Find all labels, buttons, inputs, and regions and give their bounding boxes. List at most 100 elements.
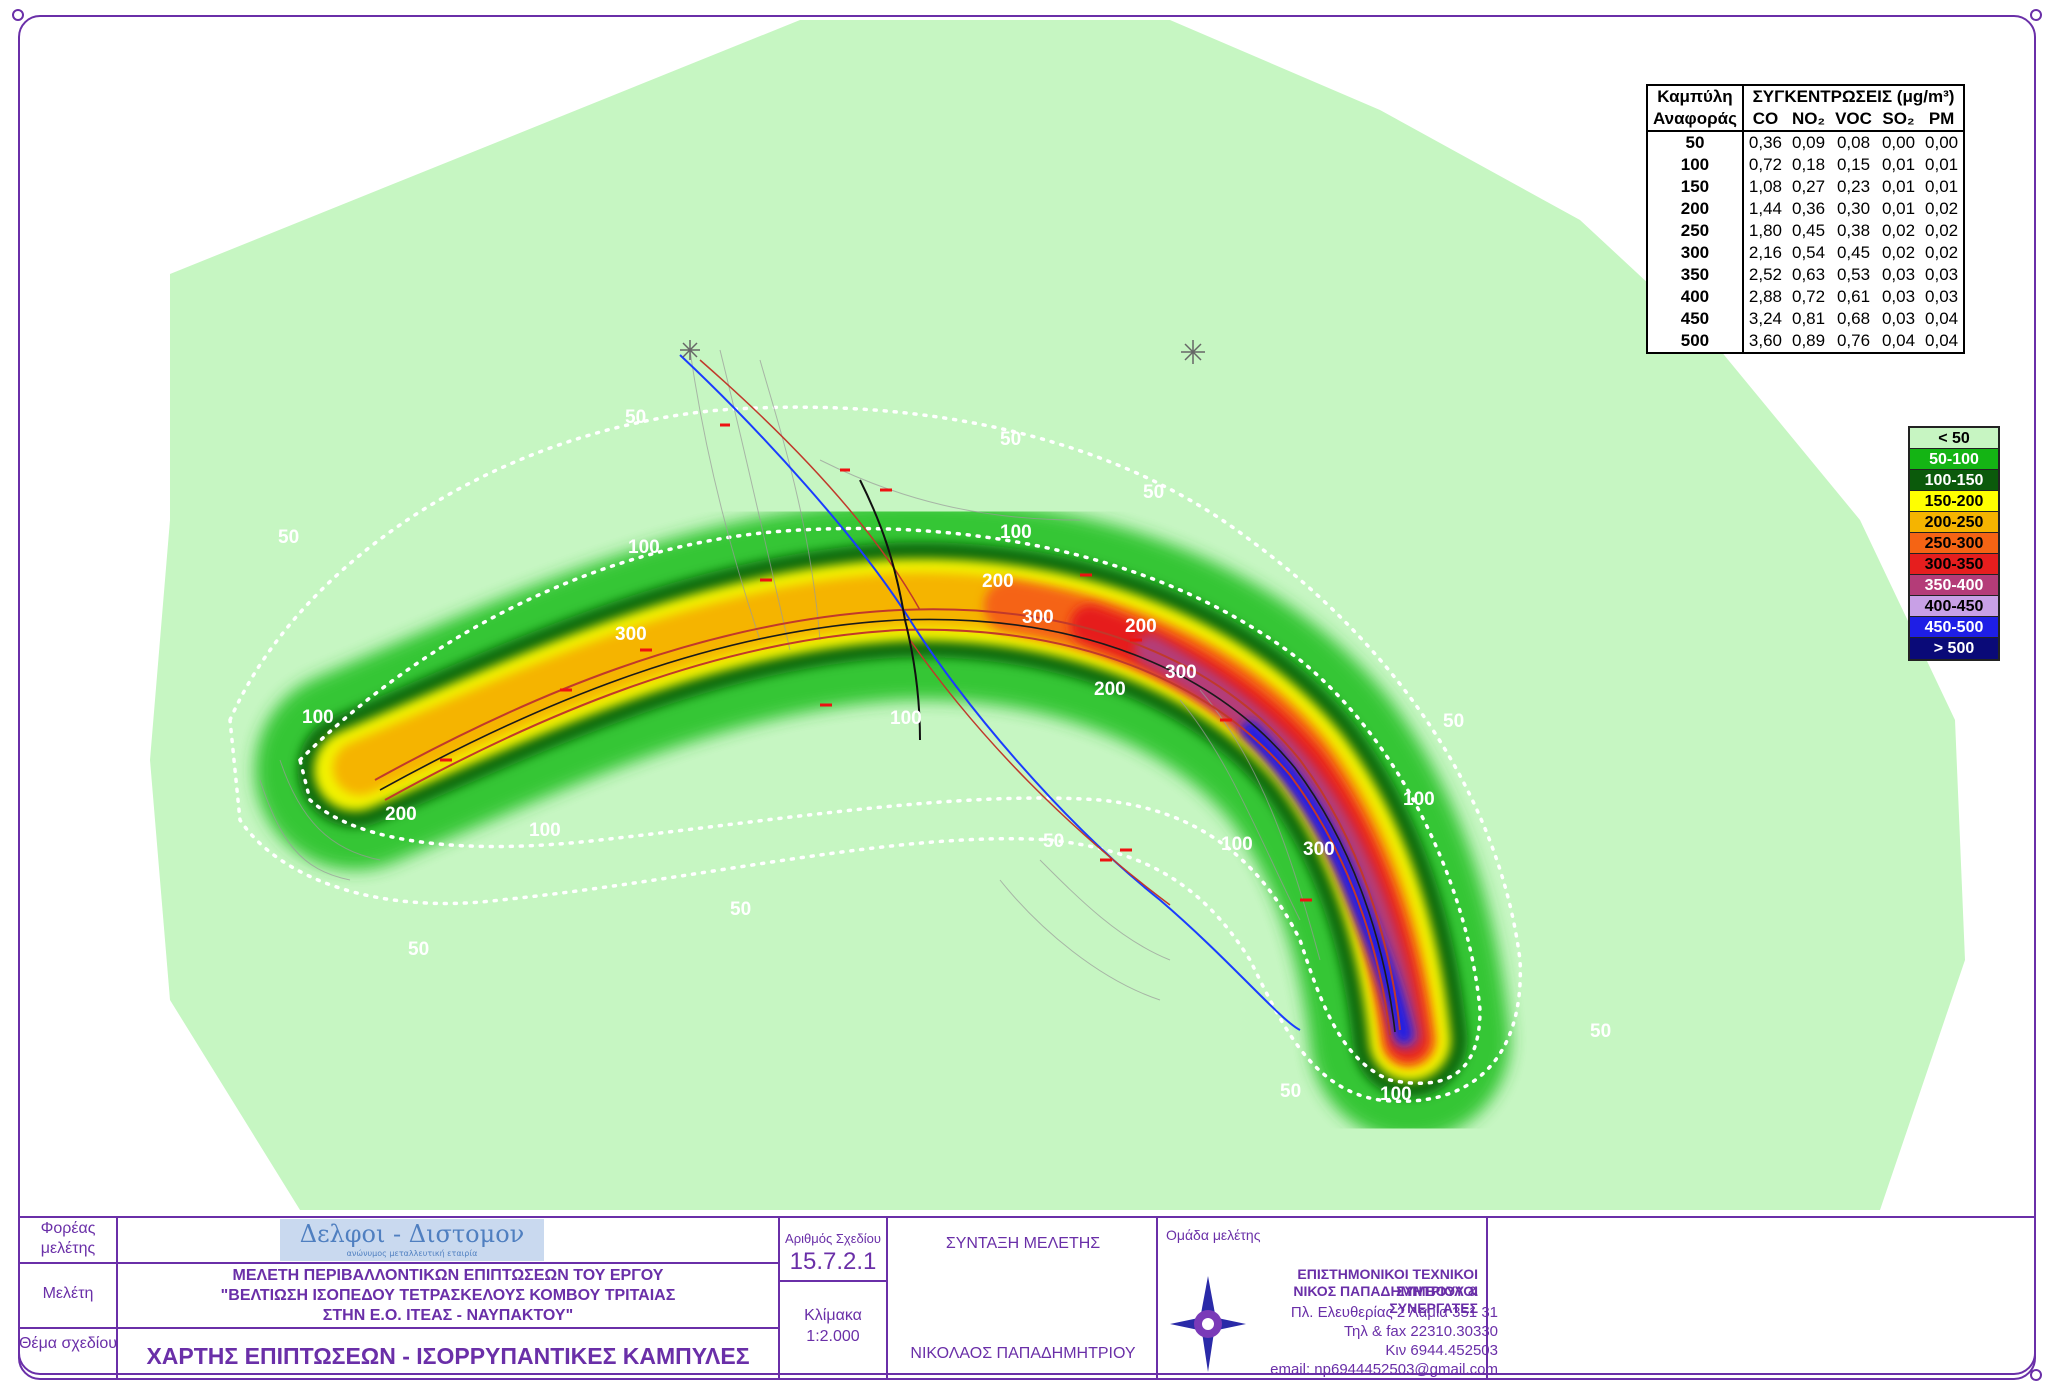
contour-label: 50: [1280, 1081, 1301, 1102]
curve-value: 100: [1647, 154, 1744, 176]
contour-label: 200: [982, 571, 1014, 592]
concentration-value: 0,89: [1792, 331, 1826, 350]
concentration-value: 0,04: [1925, 331, 1959, 350]
drawing-number-label: Αριθμός Σχεδίου: [785, 1231, 881, 1246]
crossroad-edge-1: [699, 359, 921, 611]
study-title-line1: ΜΕΛΕΤΗ ΠΕΡΙΒΑΛΛΟΝΤΙΚΩΝ ΕΠΙΠΤΩΣΕΩΝ ΤΟΥ ΕΡ…: [232, 1267, 664, 1284]
isoline-100: [298, 526, 1482, 1085]
impact-map: 50 50 50 50 50 50 50 50 50 50 100 100 10…: [150, 20, 1965, 1210]
concentration-value: 0,02: [1925, 199, 1959, 218]
survey-star-icon-2: [680, 340, 700, 360]
concentration-value: 1,44: [1748, 199, 1782, 218]
concentration-row: 350 2,52 0,63 0,53 0,03 0,03: [1647, 264, 1964, 286]
road-alignment: [374, 354, 1401, 1036]
sheet-frame: [18, 15, 2036, 1375]
concentration-value: 0,01: [1925, 155, 1959, 174]
team-address: Πλ. Ελευθερίας 2 Λαμία 351 31: [1290, 1304, 1498, 1321]
concentration-value: 0,45: [1836, 243, 1871, 262]
concentration-value: 2,16: [1748, 243, 1782, 262]
concentration-value: 0,63: [1792, 265, 1826, 284]
concentration-value: 0,81: [1792, 309, 1826, 328]
concentration-row: 50 0,36 0,09 0,08 0,00 0,00: [1647, 131, 1964, 154]
owner-logo: Δελφοι - Διστομον ανώνυμος μεταλλευτική …: [280, 1219, 544, 1261]
curve-header-2: Αναφοράς: [1647, 108, 1744, 132]
scale-label: Κλίμακα: [804, 1307, 862, 1324]
concentration-value: 0,03: [1881, 287, 1916, 306]
team-email[interactable]: email: np6944452503@gmail.com: [1270, 1361, 1498, 1378]
concentration-value: 1,80: [1748, 221, 1782, 240]
concentration-value: 0,00: [1925, 133, 1959, 152]
topo-lines: [259, 349, 1321, 1001]
contour-label: 300: [1022, 607, 1054, 628]
legend-item: 350-400: [1910, 575, 1998, 596]
concentration-value: 0,02: [1881, 243, 1916, 262]
concentration-value: 3,24: [1748, 309, 1782, 328]
study-title-line2: "ΒΕΛΤΙΩΣΗ ΙΣΟΠΕΔΟΥ ΤΕΤΡΑΣΚΕΛΟΥΣ ΚΟΜΒΟΥ Τ…: [220, 1287, 676, 1304]
legend-item: 150-200: [1910, 491, 1998, 512]
frame-corner-mark: [12, 9, 24, 21]
pollutant-header: NO₂: [1787, 108, 1831, 132]
concentration-value: 0,18: [1792, 155, 1826, 174]
scale-value: 1:2.000: [806, 1328, 860, 1345]
concentration-value: 3,60: [1748, 331, 1782, 350]
contour-label: 100: [302, 707, 334, 728]
logo-subtitle: ανώνυμος μεταλλευτική εταιρία: [346, 1249, 478, 1258]
chainage-markers: [440, 423, 1312, 902]
curve-value: 400: [1647, 286, 1744, 308]
concentration-value: 0,27: [1792, 177, 1826, 196]
label-column: [18, 1216, 118, 1380]
curve-value: 150: [1647, 176, 1744, 198]
title-block-frame: [18, 1216, 2036, 1380]
concentration-value: 0,68: [1836, 309, 1871, 328]
concentration-value: 0,30: [1836, 199, 1871, 218]
contour-label: 100: [890, 708, 922, 729]
study-title-line3: ΣΤΗΝ Ε.Ο. ΙΤΕΑΣ - ΝΑΥΠΑΚΤΟΥ": [322, 1307, 574, 1324]
crossroad-blue: [679, 354, 1301, 1031]
logo-text: Δελφοι - Διστομον: [299, 1220, 525, 1248]
contour-label: 100: [1380, 1084, 1412, 1105]
survey-star-icon: [1181, 340, 1205, 364]
concentration-value: 0,61: [1836, 287, 1871, 306]
concentration-row: 500 3,60 0,89 0,76 0,04 0,04: [1647, 330, 1964, 353]
concentration-value: 0,03: [1925, 287, 1959, 306]
concentration-value: 2,52: [1748, 265, 1782, 284]
concentration-value: 0,53: [1836, 265, 1871, 284]
concentration-value: 0,36: [1792, 199, 1826, 218]
concentration-value: 0,08: [1836, 133, 1871, 152]
pollutant-header: PM: [1920, 108, 1965, 132]
concentration-value: 0,00: [1881, 133, 1916, 152]
contour-label: 50: [1043, 831, 1064, 852]
road-edge-south: [384, 628, 1391, 1036]
legend-item: > 500: [1910, 638, 1998, 659]
curve-value: 300: [1647, 242, 1744, 264]
title-block: Φορέας μελέτης Μελέτη Θέμα σχεδίου Δελφο…: [18, 1216, 2036, 1380]
concentration-value: 0,76: [1836, 331, 1871, 350]
compilation-label: ΣΥΝΤΑΞΗ ΜΕΛΕΤΗΣ: [945, 1235, 1101, 1252]
concentration-row: 300 2,16 0,54 0,45 0,02 0,02: [1647, 242, 1964, 264]
contour-label: 50: [408, 939, 429, 960]
concentration-value: 0,01: [1881, 177, 1916, 196]
contour-label: 50: [730, 899, 751, 920]
team-column: [1158, 1216, 1488, 1380]
contour-label: 100: [1403, 789, 1435, 810]
contour-label: 50: [1000, 429, 1021, 450]
concentration-row: 150 1,08 0,27 0,23 0,01 0,01: [1647, 176, 1964, 198]
concentration-value: 0,01: [1925, 177, 1959, 196]
concentration-value: 0,01: [1881, 155, 1916, 174]
curve-value: 200: [1647, 198, 1744, 220]
concentration-value: 0,72: [1748, 155, 1782, 174]
concentration-value: 0,04: [1925, 309, 1959, 328]
concentration-group-header: ΣΥΓΚΕΝΤΡΩΣΕΙΣ (μg/m³): [1752, 87, 1955, 106]
contour-label: 200: [1125, 616, 1157, 637]
concentration-value: 0,54: [1792, 243, 1826, 262]
team-name-line1: ΕΠΙΣΤΗΜΟΝΙΚΟΙ ΤΕΧΝΙΚΟΙ ΣΥΜΒΟΥΛΟΙ: [1297, 1266, 1478, 1299]
curve-header: Καμπύλη: [1647, 85, 1744, 108]
contour-label: 50: [1590, 1021, 1611, 1042]
concentration-value: 0,03: [1925, 265, 1959, 284]
concentration-value: 0,02: [1925, 221, 1959, 240]
curve-value: 450: [1647, 308, 1744, 330]
crossroad-black: [859, 479, 921, 741]
contour-label: 50: [1443, 711, 1464, 732]
team-logo-icon: [1170, 1276, 1246, 1372]
